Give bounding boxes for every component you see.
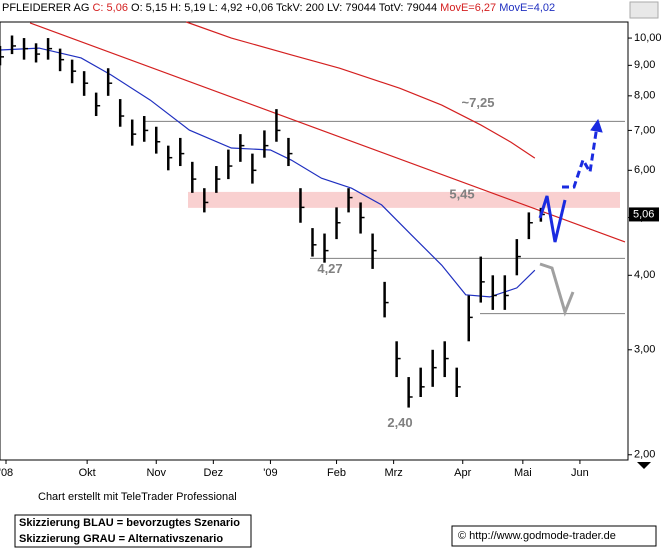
legend-box [14, 514, 252, 548]
plot: ~7,25 5,45 4,27 2,40 [0, 21, 632, 464]
x-tick-label: Jun [571, 467, 589, 479]
x-tick-label: Feb [327, 467, 346, 479]
legend-blue: Skizzierung BLAU = bevorzugtes Szenario [19, 517, 240, 529]
blue-dashed-scenario [562, 125, 599, 189]
x-tick-label: Dez [204, 467, 224, 479]
scroll-icon[interactable] [637, 462, 651, 469]
header: PFLEIDERER AG C: 5,06 O: 5,15 H: 5,19 L:… [2, 2, 555, 14]
menu-button[interactable] [629, 1, 659, 19]
stock-name: PFLEIDERER AG [2, 2, 89, 14]
y-tick-label: 2,00 [634, 449, 655, 461]
x-tick-label: '08 [0, 467, 13, 479]
close-info: C: 5,06 [92, 2, 127, 14]
y-tick-label: 7,00 [634, 124, 655, 136]
last-price-label: 5,06 [633, 208, 654, 220]
moving-average [0, 47, 536, 298]
ma1-info: MovE=6,27 [440, 2, 496, 14]
grey-scenario [539, 262, 575, 317]
scenarios [538, 118, 603, 317]
annotation: 2,40 [387, 415, 412, 430]
x-tick-label: Mai [514, 467, 532, 479]
last-price-box [629, 207, 659, 222]
y-tick-label: 3,00 [634, 344, 655, 356]
ma2-info: MovE=4,02 [499, 2, 555, 14]
blue-scenario [538, 195, 567, 243]
x-tick-label: Nov [146, 467, 166, 479]
trend-line [29, 22, 626, 243]
x-tick-label: Apr [454, 467, 471, 479]
y-tick-label: 9,00 [634, 59, 655, 71]
annotation: 4,27 [317, 261, 342, 276]
x-tick-label: Mrz [384, 467, 402, 479]
annotation: ~7,25 [462, 95, 495, 110]
y-tick-label: 4,00 [634, 269, 655, 281]
moving-average [186, 21, 536, 159]
stats-info: O: 5,15 H: 5,19 L: 4,92 +0,06 TckV: 200 … [131, 2, 437, 14]
x-tick-label: '09 [263, 467, 277, 479]
copyright-box [451, 525, 657, 547]
x-tick-label: Okt [79, 467, 96, 479]
plot-area [0, 21, 629, 461]
credit: Chart erstellt mit TeleTrader Profession… [38, 491, 237, 503]
target-zone [188, 191, 620, 208]
legend-grey: Skizzierung GRAU = Alternativszenario [19, 533, 223, 545]
annotation: 5,45 [449, 187, 474, 202]
y-tick-label: 8,00 [634, 90, 655, 102]
copyright: © http://www.godmode-trader.de [458, 530, 616, 542]
y-tick-label: 6,00 [634, 164, 655, 176]
blue-arrowhead [590, 118, 603, 133]
y-tick-label: 10,00 [634, 32, 662, 44]
